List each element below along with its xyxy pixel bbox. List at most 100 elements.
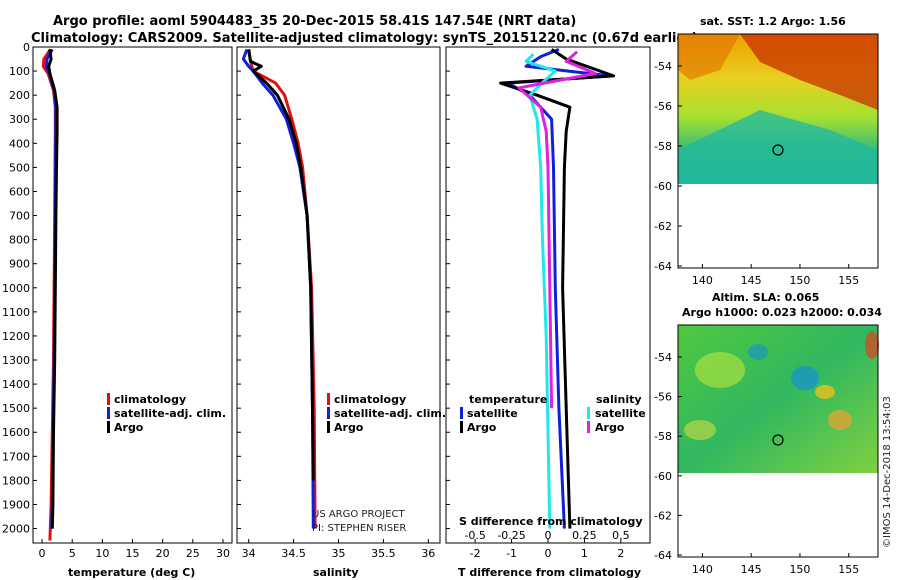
sla-map-title-2: Argo h1000: 0.023 h2000: 0.034 [682, 306, 882, 319]
legend-t-satellite: satellite [467, 407, 518, 420]
pressure-axis: 0 100 200 300 400 500 600 700 800 900 1000 1100 1200… [2, 41, 450, 536]
pressure-tick-label: 1100 [2, 306, 30, 319]
temperature-x-tick-label: 20 [156, 547, 170, 560]
s-difference-axis-label: S difference from climatology [459, 515, 643, 528]
map-lon-tick-label: 150 [789, 563, 810, 576]
sla-field [678, 325, 878, 473]
legend-argo: Argo [334, 421, 364, 434]
difference-x-tick-label: 2 [617, 547, 624, 560]
series-line-satellite-adj-clim- [241, 48, 315, 529]
sla-map-title-1: Altim. SLA: 0.065 [712, 291, 819, 304]
sst-map-frame [677, 33, 879, 269]
temperature-legend: climatology satellite-adj. clim. Argo [107, 393, 226, 434]
temperature-series [41, 48, 59, 541]
salinity-legend: climatology satellite-adj. clim. Argo [327, 393, 446, 434]
project-credit: US ARGO PROJECT [312, 509, 406, 520]
map-lon-tick-label: 155 [838, 563, 859, 576]
legend-climatology: climatology [334, 393, 406, 406]
sst-map-title: sat. SST: 1.2 Argo: 1.56 [700, 15, 846, 28]
title-line-1: Argo profile: aoml 5904483_35 20-Dec-201… [53, 14, 576, 29]
legend-group-salinity: salinity [596, 393, 642, 406]
pressure-tick-label: 600 [9, 185, 30, 198]
salinity-x-tick-label: 35 [332, 547, 346, 560]
sst-warm-region [740, 34, 878, 110]
map-lon-tick-label: 145 [741, 563, 762, 576]
map-lon-tick-label: 150 [789, 274, 810, 287]
salinity-panel-frame [236, 46, 441, 544]
series-line-argo [247, 49, 315, 481]
legend-swatch-satellite [107, 407, 110, 419]
sla-anomaly [865, 331, 879, 359]
s-difference-tick-label: 0.5 [612, 529, 630, 542]
sst-cool-region [678, 110, 878, 184]
map-lat-tick-label: -64 [654, 549, 672, 562]
legend-argo: Argo [114, 421, 144, 434]
pressure-tick-label: 1800 [2, 474, 30, 487]
salinity-x-tick-label: 35.5 [371, 547, 396, 560]
s-difference-tick-label: -0.5 [464, 529, 485, 542]
series-line-salinity-argo [517, 50, 597, 409]
imos-credit: ©IMOS 14-Dec-2018 13:54:03 [882, 396, 893, 548]
sst-argo-location [772, 144, 784, 156]
salinity-x-tick-label: 34.5 [281, 547, 306, 560]
legend-satellite: satellite-adj. clim. [334, 407, 446, 420]
temperature-x-tick-label: 0 [39, 547, 46, 560]
temperature-axis-label: temperature (deg C) [68, 566, 195, 579]
legend-swatch-s-satellite [587, 407, 590, 419]
legend-s-argo: Argo [595, 421, 625, 434]
map-lat-tick-label: -60 [654, 470, 672, 483]
legend-s-satellite: satellite [595, 407, 646, 420]
map-lon-tick-label: 140 [692, 563, 713, 576]
difference-x-tick-label: 1 [581, 547, 588, 560]
sla-anomaly [791, 366, 819, 390]
map-lat-tick-label: -62 [654, 220, 672, 233]
pressure-tick-label: 200 [9, 89, 30, 102]
temperature-x-tick-label: 25 [186, 547, 200, 560]
pressure-tick-label: 700 [9, 210, 30, 223]
pressure-tick-label: 100 [9, 65, 30, 78]
legend-swatch-climatology [107, 393, 110, 405]
pressure-tick-label: 1000 [2, 282, 30, 295]
temperature-x-tick-label: 10 [95, 547, 109, 560]
sst-map-axes: -54 -56 -58 -60 -62 -64 140 145 150 155 [654, 60, 859, 287]
map-lat-tick-label: -60 [654, 180, 672, 193]
legend-swatch-s-argo [587, 421, 590, 433]
sla-map [677, 324, 879, 558]
pressure-tick-label: 1600 [2, 426, 30, 439]
pressure-tick-label: 400 [9, 137, 30, 150]
map-lat-tick-label: -56 [654, 100, 672, 113]
map-lat-tick-label: -58 [654, 430, 672, 443]
legend-climatology: climatology [114, 393, 186, 406]
series-line-salinity-satellite [524, 53, 557, 529]
title-line-2: Climatology: CARS2009. Satellite-adjuste… [31, 31, 698, 46]
pressure-tick-label: 1500 [2, 402, 30, 415]
legend-swatch-satellite [327, 407, 330, 419]
s-difference-tick-label: -0.25 [497, 529, 525, 542]
salinity-x-tick-label: 34 [242, 547, 256, 560]
series-line-climatology [247, 49, 317, 529]
pressure-tick-label: 1700 [2, 450, 30, 463]
sla-anomaly [695, 352, 745, 388]
sla-anomaly [815, 385, 835, 399]
series-line-temperature-argo [499, 48, 616, 529]
s-difference-tick-label: 0.25 [572, 529, 597, 542]
map-lat-tick-label: -58 [654, 140, 672, 153]
legend-swatch-t-argo [460, 421, 463, 433]
sst-no-data [678, 184, 878, 268]
temperature-x-tick-label: 5 [69, 547, 76, 560]
legend-group-temperature: temperature [469, 393, 547, 406]
difference-x-tick-label: -1 [506, 547, 517, 560]
pressure-tick-label: 800 [9, 234, 30, 247]
map-lat-tick-label: -54 [654, 60, 672, 73]
pressure-tick-label: 2000 [2, 523, 30, 536]
sla-map-axes: -54 -56 -58 -60 -62 -64 140 145 150 155 [654, 351, 859, 576]
salinity-x-tick-label: 36 [421, 547, 435, 560]
difference-series [499, 48, 616, 529]
sla-no-data [678, 473, 878, 557]
t-difference-axis-label: T difference from climatology [458, 566, 641, 579]
temperature-x-tick-label: 30 [216, 547, 230, 560]
map-lat-tick-label: -64 [654, 260, 672, 273]
map-lat-tick-label: -54 [654, 351, 672, 364]
sla-argo-location [772, 434, 784, 446]
